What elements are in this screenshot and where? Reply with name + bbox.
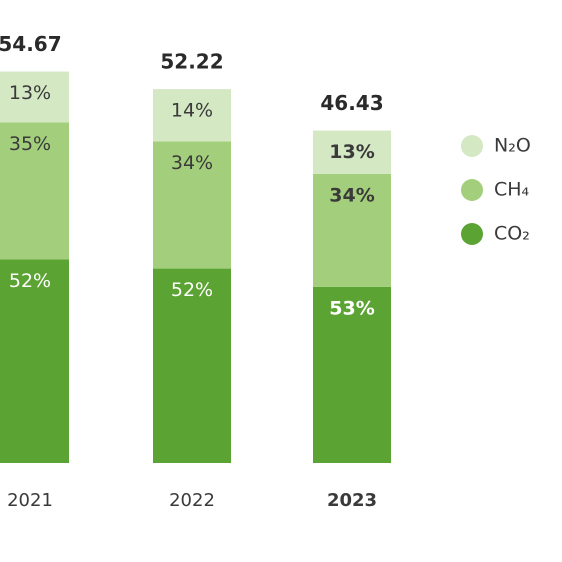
bar-segment bbox=[153, 89, 231, 142]
legend-marker bbox=[461, 179, 483, 201]
legend-label: CH₄ bbox=[494, 179, 530, 201]
bar-segment bbox=[313, 173, 391, 287]
legend-label: CO₂ bbox=[494, 223, 530, 245]
segment-label: 13% bbox=[9, 82, 51, 104]
bar-segment bbox=[153, 141, 231, 269]
x-tick-label: 2022 bbox=[169, 490, 215, 511]
segment-label: 14% bbox=[171, 100, 213, 122]
bar-segment bbox=[0, 71, 69, 123]
legend-marker bbox=[461, 223, 483, 245]
x-tick-label: 2021 bbox=[7, 490, 53, 511]
bar-segment bbox=[313, 130, 391, 174]
bar-segment bbox=[313, 286, 391, 463]
segment-label: 34% bbox=[171, 152, 213, 174]
total-label: 46.43 bbox=[320, 91, 383, 115]
segment-label: 35% bbox=[9, 133, 51, 155]
bar-segment bbox=[0, 259, 69, 463]
legend-label: N₂O bbox=[494, 135, 531, 157]
legend-marker bbox=[461, 135, 483, 157]
x-tick-label: 2023 bbox=[327, 490, 377, 511]
bar-segment bbox=[153, 268, 231, 463]
segment-label: 13% bbox=[329, 141, 374, 163]
total-label: 52.22 bbox=[160, 50, 223, 74]
segment-label: 52% bbox=[171, 279, 213, 301]
bar-segment bbox=[0, 122, 69, 260]
segment-label: 34% bbox=[329, 184, 374, 206]
segment-label: 52% bbox=[9, 270, 51, 292]
segment-label: 53% bbox=[329, 297, 374, 319]
total-label: 54.67 bbox=[0, 32, 62, 56]
